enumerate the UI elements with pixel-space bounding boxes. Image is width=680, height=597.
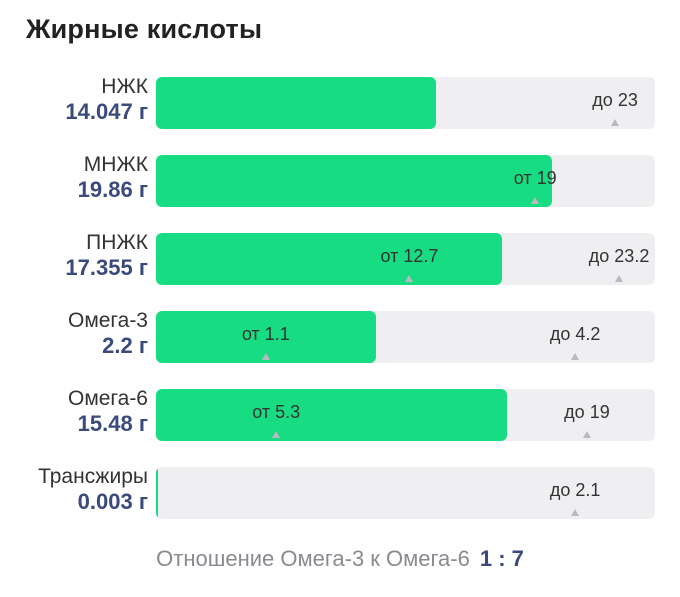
- nutrient-label: Омега-6 15.48 г: [68, 387, 148, 437]
- range-marker-label: до 23: [592, 90, 638, 110]
- nutrient-label: НЖК 14.047 г: [65, 75, 148, 125]
- nutrient-row: ПНЖК 17.355 г от 12.7 до 23.2: [0, 231, 680, 285]
- range-marker-label: от 1.1: [241, 324, 290, 344]
- progress-track: до 23: [156, 77, 655, 129]
- range-marker-label: до 4.2: [549, 324, 601, 344]
- nutrient-amount: 17.355 г: [65, 255, 148, 280]
- marker-triangle-icon: [531, 197, 540, 204]
- range-marker-label: от 5.3: [252, 402, 301, 422]
- nutrient-name: Омега-6: [67, 387, 148, 410]
- nutrient-name: НЖК: [101, 75, 148, 98]
- progress-fill: [156, 467, 158, 519]
- nutrient-label: МНЖК 19.86 г: [78, 153, 148, 203]
- nutrient-name: ПНЖК: [86, 231, 148, 254]
- marker-triangle-icon: [571, 353, 580, 360]
- nutrient-label: ПНЖК 17.355 г: [65, 231, 148, 281]
- omega-ratio-label: Отношение Омега-3 к Омега-6: [156, 546, 470, 571]
- nutrient-row: МНЖК 19.86 г от 19: [0, 153, 680, 207]
- nutrient-name: Омега-3: [67, 309, 148, 332]
- marker-triangle-icon: [261, 353, 270, 360]
- nutrient-name: Трансжиры: [38, 465, 148, 488]
- nutrient-row: Омега-6 15.48 г от 5.3 до 19: [0, 387, 680, 441]
- progress-track: от 12.7 до 23.2: [156, 233, 655, 285]
- nutrient-row: Омега-3 2.2 г от 1.1 до 4.2: [0, 309, 680, 363]
- progress-fill: [156, 389, 508, 441]
- marker-triangle-icon: [272, 431, 281, 438]
- marker-triangle-icon: [615, 275, 624, 282]
- nutrient-amount: 15.48 г: [77, 411, 148, 436]
- range-marker-label: от 19: [513, 168, 557, 188]
- progress-track: от 5.3 до 19: [156, 389, 655, 441]
- nutrient-name: МНЖК: [83, 153, 148, 176]
- range-marker-label: до 2.1: [549, 480, 601, 500]
- nutrient-label: Омега-3 2.2 г: [68, 309, 148, 359]
- nutrient-amount: 0.003 г: [77, 489, 148, 514]
- marker-triangle-icon: [571, 509, 580, 516]
- nutrient-amount: 19.86 г: [77, 177, 148, 202]
- progress-track: от 1.1 до 4.2: [156, 311, 655, 363]
- nutrient-row: Трансжиры 0.003 г до 2.1: [0, 465, 680, 519]
- omega-ratio-value: 1 : 7: [479, 546, 524, 571]
- progress-fill: [156, 233, 503, 285]
- progress-track: до 2.1: [156, 467, 655, 519]
- nutrient-amount: 2.2 г: [102, 333, 148, 358]
- nutrient-amount: 14.047 г: [65, 99, 148, 124]
- marker-triangle-icon: [611, 119, 620, 126]
- marker-triangle-icon: [582, 431, 591, 438]
- progress-fill: [156, 155, 553, 207]
- range-marker-label: до 23.2: [588, 246, 650, 266]
- marker-triangle-icon: [405, 275, 414, 282]
- range-marker-label: от 12.7: [380, 246, 439, 266]
- section-title: Жирные кислоты: [26, 14, 263, 44]
- progress-fill: [156, 77, 437, 129]
- nutrient-row: НЖК 14.047 г до 23: [0, 75, 680, 129]
- omega-ratio: Отношение Омега-3 к Омега-6 1 : 7: [0, 546, 680, 572]
- nutrient-label: Трансжиры 0.003 г: [38, 465, 148, 515]
- range-marker-label: до 19: [564, 402, 610, 422]
- progress-track: от 19: [156, 155, 655, 207]
